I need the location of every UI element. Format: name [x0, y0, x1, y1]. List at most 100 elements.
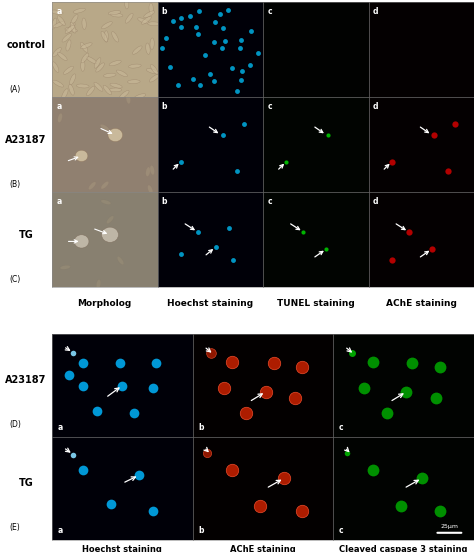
Ellipse shape	[68, 23, 75, 33]
Ellipse shape	[148, 185, 153, 194]
Ellipse shape	[101, 200, 111, 205]
Text: b: b	[162, 7, 167, 16]
Ellipse shape	[150, 65, 158, 75]
Ellipse shape	[58, 113, 63, 123]
Ellipse shape	[65, 28, 77, 32]
Ellipse shape	[150, 38, 154, 49]
Ellipse shape	[100, 124, 109, 131]
Ellipse shape	[146, 43, 150, 54]
Ellipse shape	[70, 74, 76, 84]
Text: TUNEL staining: TUNEL staining	[277, 300, 355, 309]
Ellipse shape	[128, 64, 141, 68]
Ellipse shape	[94, 82, 103, 91]
Ellipse shape	[70, 22, 76, 33]
Ellipse shape	[73, 8, 85, 13]
Text: (B): (B)	[9, 180, 20, 189]
Ellipse shape	[64, 66, 73, 75]
Ellipse shape	[96, 279, 100, 289]
Ellipse shape	[103, 73, 116, 77]
Text: c: c	[267, 197, 272, 206]
Ellipse shape	[53, 47, 61, 57]
Ellipse shape	[96, 63, 104, 72]
Text: a: a	[56, 7, 62, 16]
Ellipse shape	[146, 167, 150, 177]
Text: (A): (A)	[9, 85, 20, 94]
Ellipse shape	[109, 88, 122, 92]
Text: c: c	[267, 102, 272, 111]
Ellipse shape	[81, 43, 92, 49]
Ellipse shape	[60, 266, 71, 269]
Text: c: c	[339, 526, 344, 535]
Text: a: a	[58, 423, 63, 432]
Ellipse shape	[126, 94, 130, 104]
Ellipse shape	[119, 91, 129, 99]
Ellipse shape	[134, 94, 146, 99]
Ellipse shape	[110, 13, 123, 17]
Text: c: c	[339, 423, 344, 432]
Ellipse shape	[110, 83, 122, 88]
Text: AChE staining: AChE staining	[230, 545, 296, 552]
Ellipse shape	[132, 46, 142, 54]
Ellipse shape	[66, 40, 71, 51]
Ellipse shape	[147, 22, 160, 26]
Ellipse shape	[81, 53, 89, 63]
Ellipse shape	[76, 84, 89, 88]
Ellipse shape	[51, 10, 63, 14]
Text: Hoechst staining: Hoechst staining	[167, 300, 253, 309]
Ellipse shape	[101, 31, 108, 42]
Text: d: d	[373, 102, 378, 111]
Ellipse shape	[86, 56, 97, 63]
Text: (C): (C)	[9, 275, 20, 284]
Ellipse shape	[108, 10, 121, 15]
Ellipse shape	[82, 18, 86, 29]
Text: TG: TG	[18, 479, 33, 489]
Ellipse shape	[87, 86, 95, 95]
Text: TG: TG	[18, 230, 33, 240]
Ellipse shape	[141, 16, 151, 24]
Ellipse shape	[89, 182, 96, 190]
Ellipse shape	[128, 79, 140, 83]
Ellipse shape	[53, 80, 64, 87]
Text: b: b	[198, 423, 204, 432]
Ellipse shape	[57, 52, 67, 61]
Text: A23187: A23187	[5, 135, 46, 145]
Text: d: d	[373, 7, 378, 16]
Circle shape	[75, 150, 88, 162]
Ellipse shape	[107, 216, 114, 224]
Ellipse shape	[104, 31, 109, 42]
Text: Morpholog: Morpholog	[78, 300, 132, 309]
Ellipse shape	[112, 31, 118, 42]
Ellipse shape	[116, 70, 128, 77]
Text: a: a	[56, 102, 62, 111]
Ellipse shape	[71, 14, 78, 25]
Ellipse shape	[101, 22, 112, 29]
Circle shape	[101, 227, 118, 242]
Ellipse shape	[62, 89, 68, 99]
Text: (D): (D)	[9, 420, 21, 429]
Text: a: a	[58, 526, 63, 535]
Ellipse shape	[52, 18, 57, 29]
Ellipse shape	[53, 22, 64, 28]
Text: b: b	[198, 526, 204, 535]
Ellipse shape	[81, 60, 85, 71]
Ellipse shape	[146, 68, 158, 74]
Ellipse shape	[53, 62, 59, 72]
Ellipse shape	[109, 61, 121, 66]
Text: b: b	[162, 197, 167, 206]
Ellipse shape	[94, 58, 101, 68]
Ellipse shape	[117, 256, 124, 265]
Text: a: a	[56, 197, 62, 206]
Ellipse shape	[137, 18, 149, 24]
Ellipse shape	[149, 3, 153, 14]
Ellipse shape	[101, 182, 109, 189]
Text: control: control	[7, 40, 46, 50]
Ellipse shape	[69, 84, 74, 95]
Ellipse shape	[125, 0, 129, 9]
Text: (E): (E)	[9, 523, 20, 532]
Text: b: b	[162, 102, 167, 111]
Ellipse shape	[103, 85, 111, 95]
Ellipse shape	[150, 166, 155, 175]
Ellipse shape	[125, 13, 133, 23]
Ellipse shape	[149, 74, 159, 82]
Text: AChE staining: AChE staining	[386, 300, 456, 309]
